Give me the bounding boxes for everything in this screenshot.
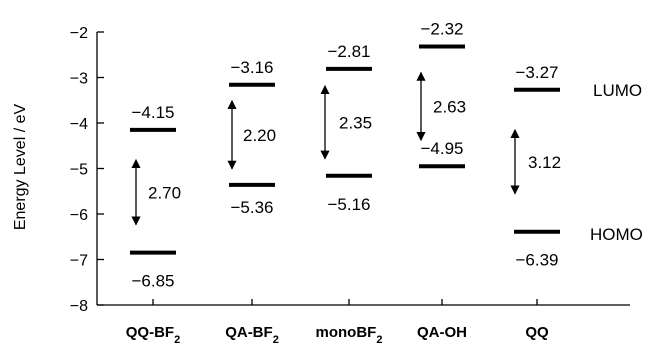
y-tick-label: −3 xyxy=(70,71,88,88)
homo-value-label: −5.16 xyxy=(327,195,370,214)
y-tick-label: −7 xyxy=(70,253,88,270)
y-axis: −2 −3 −4 −5 −6 −7 −8 xyxy=(70,25,630,315)
lumo-value-label: −2.81 xyxy=(327,42,370,61)
energy-levels: −4.15 −6.85 2.70 QQ-BF2 −3.16 −5.36 2.20 QA-BF2… xyxy=(126,20,561,346)
lumo-value-label: −2.32 xyxy=(420,20,463,39)
category-group: −3.27 −6.39 3.12 QQ xyxy=(510,63,561,341)
band-gap-label: 2.70 xyxy=(148,183,181,202)
band-gap-label: 3.12 xyxy=(528,153,561,172)
lumo-series-label: LUMO xyxy=(593,81,642,100)
y-axis-label: Energy Level / eV xyxy=(12,104,29,231)
category-group: −3.16 −5.36 2.20 QA-BF2 xyxy=(225,58,279,346)
category-group: −2.32 −4.95 2.63 QA-OH xyxy=(416,20,467,341)
x-category-label: QA-OH xyxy=(417,324,467,341)
category-group: −2.81 −5.16 2.35 monoBF2 xyxy=(316,42,383,346)
homo-series-label: HOMO xyxy=(590,225,643,244)
lumo-value-label: −3.16 xyxy=(230,58,273,77)
y-tick-label: −5 xyxy=(70,162,88,179)
band-gap-label: 2.35 xyxy=(339,113,372,132)
y-tick-label: −4 xyxy=(70,116,88,133)
x-category-label: QA-BF2 xyxy=(225,324,279,346)
homo-value-label: −6.85 xyxy=(131,272,174,291)
homo-value-label: −6.39 xyxy=(515,251,558,270)
lumo-value-label: −4.15 xyxy=(131,103,174,122)
category-group: −4.15 −6.85 2.70 QQ-BF2 xyxy=(126,103,181,346)
homo-value-label: −4.95 xyxy=(420,139,463,158)
y-tick-label: −6 xyxy=(70,207,88,224)
y-tick-label: −8 xyxy=(70,298,88,315)
band-gap-label: 2.20 xyxy=(243,126,276,145)
lumo-value-label: −3.27 xyxy=(515,63,558,82)
x-category-label: monoBF2 xyxy=(316,324,383,346)
homo-value-label: −5.36 xyxy=(230,198,273,217)
x-category-label: QQ xyxy=(525,324,549,341)
x-category-label: QQ-BF2 xyxy=(126,324,180,346)
y-tick-label: −2 xyxy=(70,25,88,42)
band-gap-label: 2.63 xyxy=(433,97,466,116)
